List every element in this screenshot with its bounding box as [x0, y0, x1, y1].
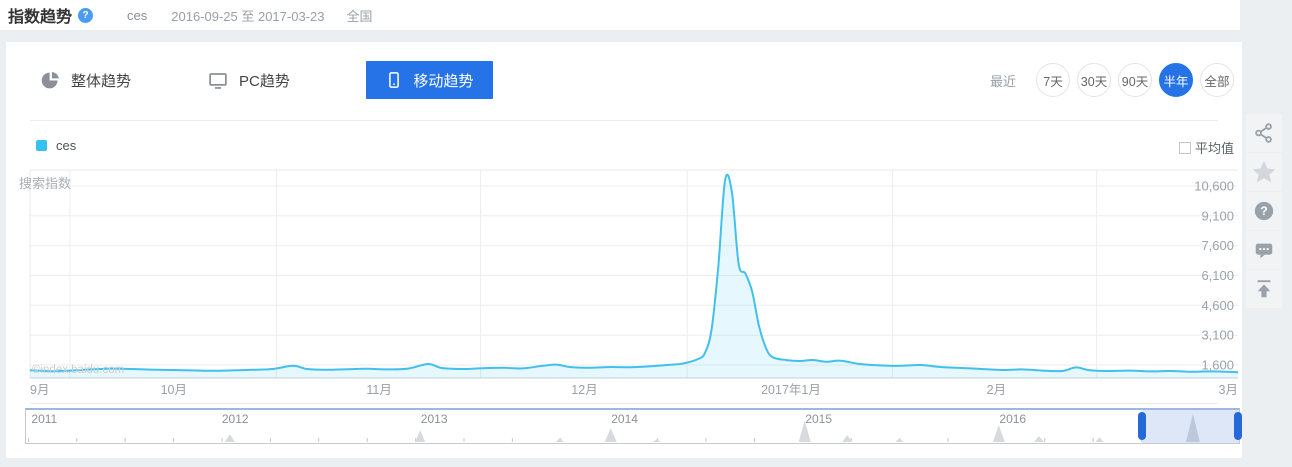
x-axis-tick: 10月 [161, 383, 187, 397]
range-7d-button[interactable]: 7天 [1036, 63, 1070, 97]
series-legend[interactable]: ces [36, 138, 76, 153]
tabs-divider [30, 120, 1218, 121]
mobile-icon [385, 70, 403, 90]
average-label: 平均值 [1194, 141, 1234, 156]
average-checkbox[interactable] [1178, 141, 1191, 154]
time-range-group: 最近 7天 30天 90天 半年 全部 [990, 63, 1234, 97]
svg-text:?: ? [1260, 204, 1267, 218]
trend-chart[interactable]: 1,600 3,100 4,600 6,100 7,600 9,100 10,600 搜索指数… [6, 165, 1242, 400]
date-range-label: 2016-09-25 至 2017-03-23 [171, 8, 325, 24]
navigator-minichart [27, 414, 1200, 442]
x-axis-tick: 3月 [1219, 383, 1238, 397]
navigator-left-handle[interactable] [1137, 412, 1146, 440]
help-icon[interactable]: ? [78, 7, 94, 23]
trend-tabs: 整体趋势 PC趋势 移动趋势 [40, 61, 493, 99]
series-line-ces [29, 173, 1239, 374]
x-axis-tick: 9月 [30, 383, 49, 397]
svg-text:7,600: 7,600 [1201, 238, 1234, 253]
page-title: 指数趋势 [8, 9, 73, 26]
y-axis-title: 搜索指数 [19, 176, 71, 191]
range-half-year-button[interactable]: 半年 [1159, 63, 1193, 97]
tab-mobile-trend[interactable]: 移动趋势 [365, 61, 493, 99]
svg-text:6,100: 6,100 [1201, 268, 1234, 283]
monitor-icon [207, 70, 229, 91]
timeline-navigator[interactable]: 2011 2012 2013 2014 2015 2016 [25, 408, 1242, 444]
series-color-swatch [36, 140, 47, 151]
range-90d-button[interactable]: 90天 [1118, 63, 1152, 97]
svg-text:1,600: 1,600 [1201, 358, 1234, 373]
share-icon[interactable] [1246, 114, 1282, 152]
time-range-label: 最近 [989, 73, 1016, 89]
help-icon[interactable]: ? [1246, 192, 1282, 230]
trend-card: 整体趋势 PC趋势 移动趋势 最近 7天 30天 90天 半年 全部 ces 平均值 1,6… [6, 42, 1242, 458]
tab-label: PC趋势 [239, 72, 290, 90]
navigator-selection[interactable] [1141, 410, 1239, 443]
tab-label: 移动趋势 [413, 72, 474, 90]
time-range-buttons: 7天 30天 90天 半年 全部 [1029, 63, 1234, 97]
svg-text:10,600: 10,600 [1194, 179, 1234, 194]
navigator-year-2012: 2012 [221, 412, 249, 426]
watermark: ©index.baidu.com [32, 364, 124, 376]
range-30d-button[interactable]: 30天 [1077, 63, 1111, 97]
navigator-right-handle[interactable] [1234, 412, 1242, 440]
comment-icon[interactable] [1246, 231, 1282, 269]
tab-overall-trend[interactable]: 整体趋势 [40, 70, 131, 91]
navigator-year-2016: 2016 [999, 412, 1027, 426]
average-toggle[interactable]: 平均值 [1178, 138, 1234, 157]
svg-text:4,600: 4,600 [1201, 298, 1234, 313]
tab-pc-trend[interactable]: PC趋势 [207, 70, 290, 91]
pie-chart-icon [40, 70, 61, 91]
x-axis-tick: 11月 [366, 383, 391, 397]
svg-text:9,100: 9,100 [1201, 208, 1234, 223]
chart-divider [30, 403, 1218, 404]
navigator-year-2013: 2013 [420, 412, 448, 426]
region-label: 全国 [346, 8, 373, 24]
range-all-button[interactable]: 全部 [1200, 63, 1234, 97]
star-icon[interactable] [1246, 153, 1282, 191]
tab-label: 整体趋势 [71, 72, 132, 90]
side-toolbar: ? [1246, 114, 1282, 309]
module-header: 指数趋势 ? ces 2016-09-25 至 2017-03-23 全国 [0, 0, 1240, 30]
navigator-year-2014: 2014 [611, 412, 638, 426]
x-axis-tick: 2月 [987, 383, 1006, 397]
x-axis-tick: 2017年1月 [761, 383, 821, 397]
navigator-year-2011: 2011 [31, 412, 58, 426]
x-axis-tick: 12月 [571, 383, 597, 397]
back-to-top-icon[interactable] [1246, 270, 1282, 308]
keyword-label: ces [127, 7, 148, 23]
svg-text:3,100: 3,100 [1201, 328, 1234, 343]
series-name: ces [56, 138, 77, 153]
navigator-year-2015: 2015 [805, 412, 833, 426]
